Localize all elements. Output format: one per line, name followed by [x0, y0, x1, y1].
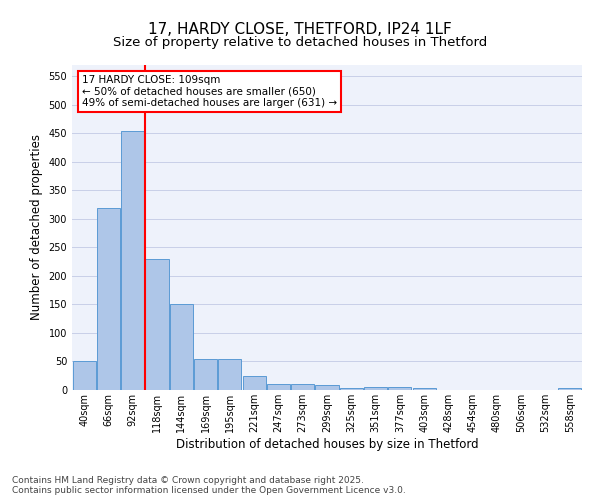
- Text: Contains HM Land Registry data © Crown copyright and database right 2025.
Contai: Contains HM Land Registry data © Crown c…: [12, 476, 406, 495]
- Bar: [267, 384, 290, 390]
- Bar: [218, 358, 241, 390]
- Bar: [559, 388, 581, 390]
- X-axis label: Distribution of detached houses by size in Thetford: Distribution of detached houses by size …: [176, 438, 478, 450]
- Bar: [388, 386, 412, 390]
- Bar: [316, 386, 338, 390]
- Bar: [413, 388, 436, 390]
- Bar: [121, 130, 144, 390]
- Bar: [291, 384, 314, 390]
- Text: 17, HARDY CLOSE, THETFORD, IP24 1LF: 17, HARDY CLOSE, THETFORD, IP24 1LF: [148, 22, 452, 38]
- Bar: [73, 362, 95, 390]
- Bar: [364, 386, 387, 390]
- Bar: [170, 304, 193, 390]
- Bar: [97, 208, 120, 390]
- Bar: [194, 358, 217, 390]
- Bar: [145, 259, 169, 390]
- Text: Size of property relative to detached houses in Thetford: Size of property relative to detached ho…: [113, 36, 487, 49]
- Bar: [340, 388, 363, 390]
- Bar: [242, 376, 266, 390]
- Y-axis label: Number of detached properties: Number of detached properties: [30, 134, 43, 320]
- Text: 17 HARDY CLOSE: 109sqm
← 50% of detached houses are smaller (650)
49% of semi-de: 17 HARDY CLOSE: 109sqm ← 50% of detached…: [82, 74, 337, 108]
